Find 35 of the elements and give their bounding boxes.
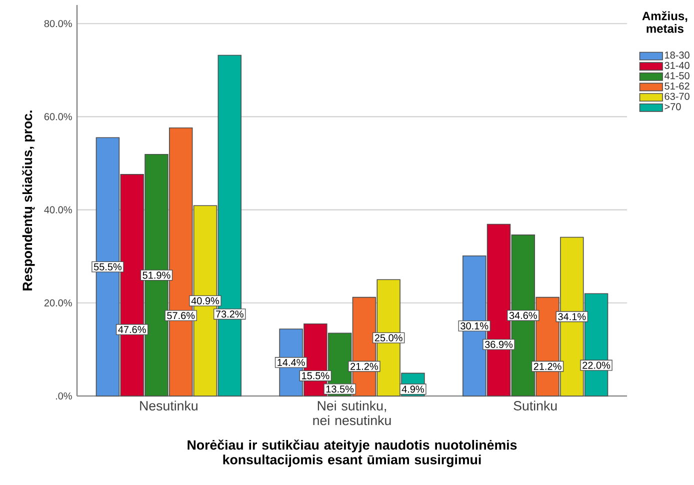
data-label: 36.9% bbox=[484, 340, 513, 348]
y-tick-label: 20.0% bbox=[44, 299, 72, 306]
legend-label: >70 bbox=[664, 103, 681, 110]
data-label: 21.2% bbox=[350, 362, 378, 370]
data-label: 21.2% bbox=[534, 362, 562, 370]
legend-label: 51-62 bbox=[664, 82, 690, 90]
data-label: 40.9% bbox=[191, 297, 220, 304]
legend-label: 63-70 bbox=[664, 92, 690, 100]
y-axis-title: Respondentų skiačius, proc. bbox=[22, 110, 35, 290]
legend-label: 31-40 bbox=[664, 62, 690, 69]
data-label: 25.0% bbox=[374, 334, 402, 342]
y-tick-label: 80.0% bbox=[44, 20, 72, 28]
data-label: 22.0% bbox=[582, 362, 610, 369]
data-label: 47.6% bbox=[118, 326, 146, 334]
data-label: 34.1% bbox=[558, 313, 586, 320]
data-label: 14.4% bbox=[278, 358, 305, 366]
legend-title: Amžius, metais bbox=[642, 11, 688, 33]
data-label: 73.2% bbox=[216, 310, 244, 318]
legend-label: 41-50 bbox=[664, 72, 690, 80]
x-axis-title: Norėčiau ir sutikčiau ateityje naudotis nuotolinėmis konsultacijomis esant ūmiam susirgimui bbox=[188, 440, 517, 468]
data-label: 15.5% bbox=[302, 372, 330, 380]
data-label: 57.6% bbox=[167, 312, 195, 320]
data-label: 13.5% bbox=[326, 386, 354, 393]
legend-label: 18-30 bbox=[665, 52, 690, 59]
data-label: 55.5% bbox=[94, 263, 122, 270]
data-label: 34.6% bbox=[509, 312, 537, 320]
data-label: 30.1% bbox=[460, 322, 488, 330]
y-tick-label: .0% bbox=[56, 392, 72, 400]
x-tick-label: Nei sutinku, nei nesutinku bbox=[313, 400, 391, 426]
data-label: 51.9% bbox=[142, 272, 170, 279]
y-tick-label: 40.0% bbox=[44, 206, 72, 214]
x-tick-label: Nesutinku bbox=[140, 400, 198, 410]
y-tick-label: 60.0% bbox=[44, 113, 72, 120]
data-label: 4.9% bbox=[402, 386, 424, 393]
x-tick-label: Sutinku bbox=[514, 400, 557, 410]
